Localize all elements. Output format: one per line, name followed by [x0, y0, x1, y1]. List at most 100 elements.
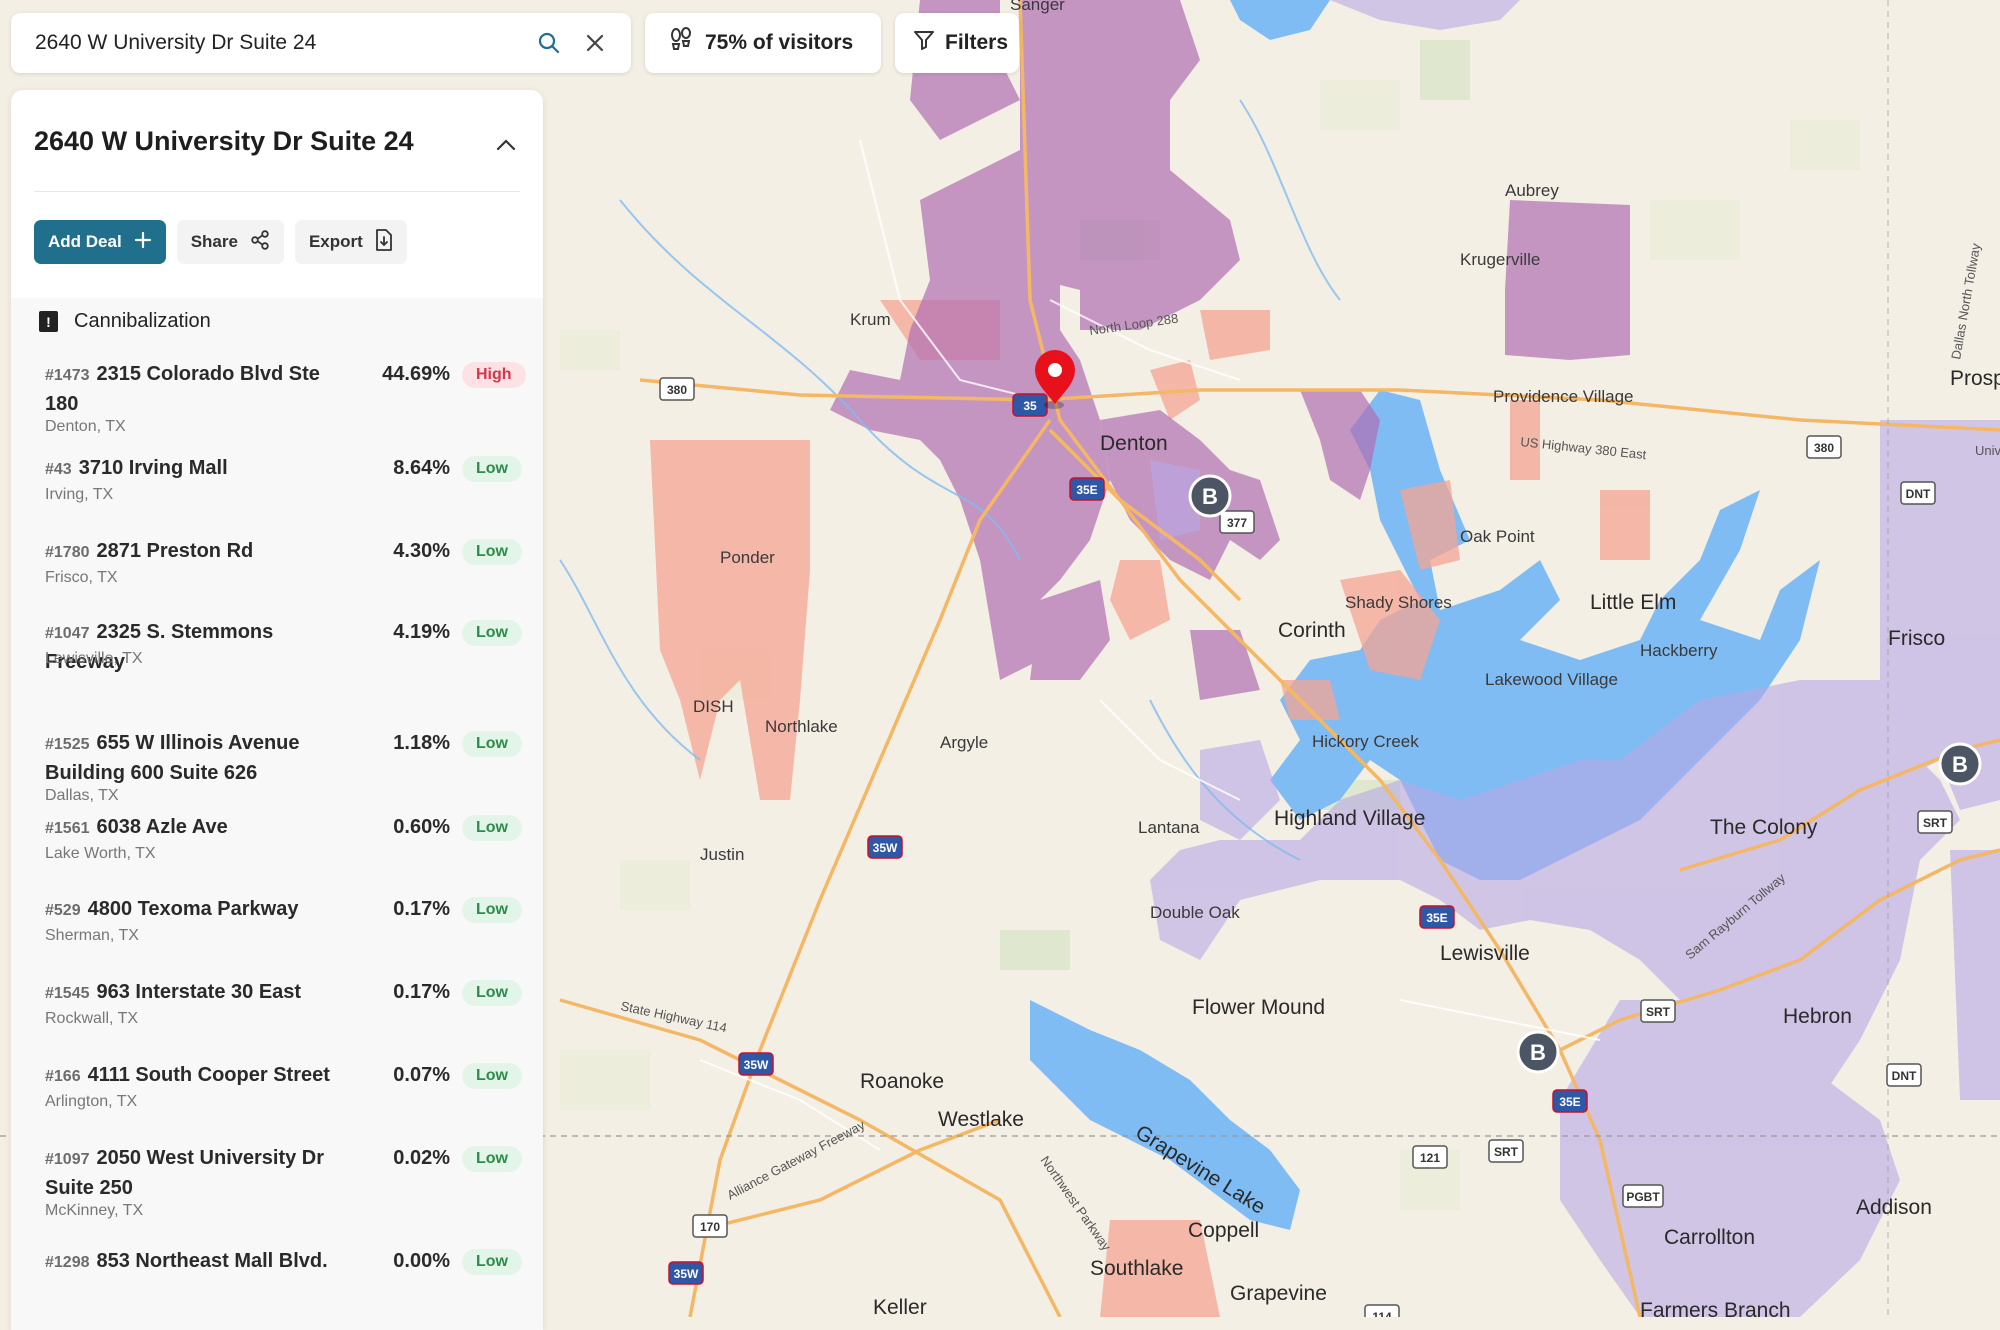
- add-deal-button[interactable]: Add Deal: [34, 220, 166, 264]
- item-address: 2050 West University Dr Suite 250: [45, 1147, 325, 1199]
- highway-shield: SRT: [1640, 999, 1676, 1023]
- item-percent: 0.60%: [393, 816, 450, 838]
- highway-shield: 380: [1806, 435, 1842, 459]
- search-bar: [11, 13, 631, 73]
- map-label: Krum: [850, 310, 891, 329]
- risk-badge: Low: [462, 1063, 522, 1089]
- risk-badge: Low: [462, 620, 522, 646]
- map-label: Prosp: [1950, 367, 2000, 390]
- map-label: Carrollton: [1664, 1226, 1755, 1249]
- item-id: #1525: [45, 736, 90, 753]
- shield-label: 35W: [873, 841, 898, 855]
- map-label: The Colony: [1710, 816, 1818, 839]
- map-label: Ponder: [720, 548, 775, 567]
- highway-shield: 35: [1012, 393, 1048, 417]
- share-label: Share: [190, 232, 238, 251]
- selected-location-pin[interactable]: [1035, 350, 1075, 409]
- item-percent: 1.18%: [393, 732, 450, 754]
- item-city: Denton, TX: [45, 418, 126, 435]
- item-percent: 0.00%: [393, 1250, 450, 1272]
- highway-shield: 35E: [1069, 477, 1105, 501]
- item-id: #1047: [45, 625, 90, 642]
- item-address: 2325 S. Stemmons Freeway: [45, 621, 274, 673]
- map-label: Sanger: [1010, 0, 1065, 14]
- item-id: #1545: [45, 985, 90, 1002]
- item-name: #1047 2325 S. Stemmons Freeway: [45, 618, 345, 677]
- map-label: Frisco: [1888, 627, 1945, 650]
- risk-badge: Low: [462, 1249, 522, 1275]
- action-buttons: Add Deal Share Export: [34, 220, 407, 264]
- item-address: 4111 South Cooper Street: [87, 1064, 330, 1086]
- shield-label: 35: [1023, 399, 1037, 413]
- close-icon[interactable]: [577, 25, 613, 61]
- location-marker-b[interactable]: B: [1938, 742, 1982, 786]
- item-address: 963 Interstate 30 East: [96, 981, 302, 1003]
- map-label: Lewisville: [1440, 942, 1530, 965]
- filter-icon: [913, 29, 935, 57]
- item-id: #1097: [45, 1151, 90, 1168]
- map-label: Flower Mound: [1192, 996, 1325, 1019]
- share-button[interactable]: Share: [176, 220, 284, 264]
- map-label: Shady Shores: [1345, 593, 1452, 612]
- highway-shield: 35E: [1552, 1089, 1588, 1113]
- location-panel: 2640 W University Dr Suite 24 Add Deal S…: [11, 90, 543, 1330]
- chevron-up-icon[interactable]: [491, 130, 521, 160]
- map-label: Oak Point: [1460, 527, 1535, 546]
- location-marker-b[interactable]: B: [1516, 1030, 1560, 1074]
- map-label: Hickory Creek: [1312, 732, 1419, 751]
- location-markers[interactable]: B B B: [1188, 474, 1982, 1074]
- map-label: Double Oak: [1150, 903, 1240, 922]
- item-percent: 0.17%: [393, 981, 450, 1003]
- shield-label: 380: [1814, 441, 1834, 455]
- risk-badge: Low: [462, 456, 522, 482]
- item-id: #1473: [45, 367, 90, 384]
- export-label: Export: [308, 232, 363, 251]
- map-label: Farmers Branch: [1640, 1299, 1791, 1317]
- plus-icon: [134, 231, 152, 254]
- map-label: Providence Village: [1493, 387, 1634, 406]
- shield-label: 35W: [744, 1058, 769, 1072]
- location-marker-b[interactable]: B: [1188, 474, 1232, 518]
- item-id: #1780: [45, 544, 90, 561]
- item-id: #43: [45, 461, 72, 478]
- item-city: Lewisville, TX: [45, 650, 143, 667]
- highway-shield: 35W: [867, 835, 903, 859]
- shield-label: DNT: [1892, 1069, 1917, 1083]
- highway-shield: 114: [1364, 1304, 1400, 1317]
- item-percent: 44.69%: [382, 363, 450, 385]
- item-name: #1097 2050 West University Dr Suite 250: [45, 1144, 345, 1203]
- export-file-icon: [375, 228, 393, 256]
- item-city: Frisco, TX: [45, 569, 118, 586]
- shield-label: SRT: [1923, 816, 1948, 830]
- search-icon[interactable]: [531, 25, 567, 61]
- map-label: Lakewood Village: [1485, 670, 1618, 689]
- marker-label: B: [1952, 752, 1968, 777]
- map-label: Westlake: [938, 1108, 1024, 1131]
- item-name: #1525 655 W Illinois Avenue Building 600 …: [45, 729, 345, 788]
- item-address: 853 Northeast Mall Blvd.: [96, 1250, 328, 1272]
- highway-shield: 170: [692, 1214, 728, 1238]
- search-input[interactable]: [33, 30, 521, 56]
- highway-shield: 377: [1219, 510, 1255, 534]
- item-name: #43 3710 Irving Mall: [45, 454, 345, 484]
- item-name: #166 4111 South Cooper Street: [45, 1061, 345, 1091]
- risk-badge: Low: [462, 731, 522, 757]
- shield-label: PGBT: [1626, 1190, 1660, 1204]
- map-label: Lantana: [1138, 818, 1200, 837]
- filters-button[interactable]: Filters: [895, 13, 1019, 73]
- item-city: Rockwall, TX: [45, 1010, 139, 1027]
- item-address: 3710 Irving Mall: [78, 457, 228, 479]
- shield-label: 121: [1420, 1151, 1440, 1165]
- highway-shield: 380: [659, 377, 695, 401]
- highway-shield: DNT: [1900, 481, 1936, 505]
- map-label: Roanoke: [860, 1070, 944, 1093]
- item-address: 655 W Illinois Avenue Building 600 Suite…: [45, 732, 300, 784]
- visitors-button[interactable]: 75% of visitors: [645, 13, 881, 73]
- item-city: Lake Worth, TX: [45, 845, 156, 862]
- item-percent: 8.64%: [393, 457, 450, 479]
- highway-shields: 380 380 35 35E 377 35W 35W 35W 35E 35E 121 SRT SRT SR…: [659, 377, 1953, 1317]
- export-button[interactable]: Export: [294, 220, 407, 264]
- highway-shield: SRT: [1917, 810, 1953, 834]
- shield-label: 377: [1227, 516, 1247, 530]
- map-label: Coppell: [1188, 1219, 1259, 1242]
